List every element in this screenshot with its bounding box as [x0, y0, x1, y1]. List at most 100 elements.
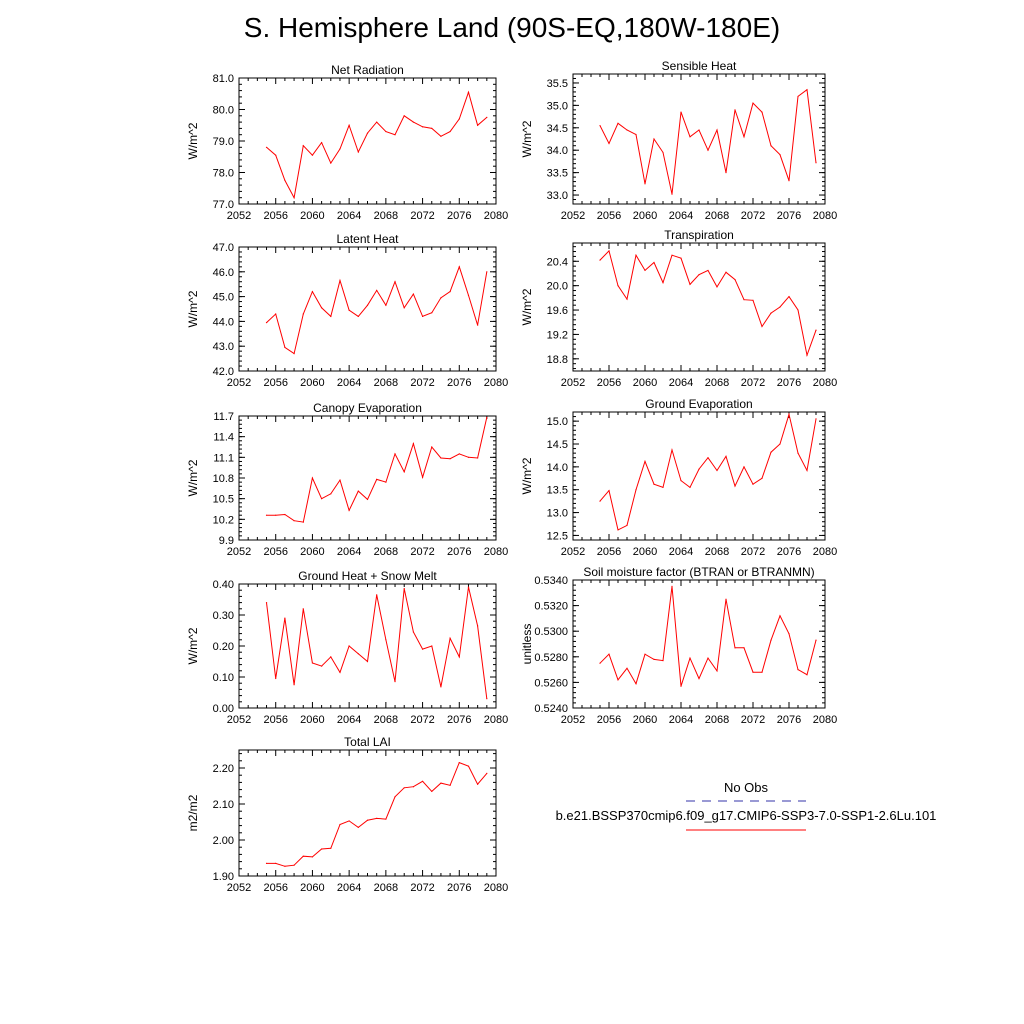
x-tick-label: 2076 — [777, 377, 801, 389]
data-point — [797, 669, 799, 671]
data-point — [366, 498, 369, 500]
data-point — [421, 780, 424, 782]
x-tick-label: 2060 — [633, 714, 657, 726]
data-point — [385, 639, 387, 641]
data-point — [275, 677, 277, 680]
data-point — [385, 818, 387, 820]
y-tick-label: 43.0 — [213, 341, 234, 353]
data-point — [366, 132, 369, 134]
x-tick-label: 2076 — [777, 714, 801, 726]
x-tick-label: 2068 — [705, 210, 729, 222]
x-tick-label: 2076 — [447, 882, 471, 894]
x-tick-label: 2060 — [633, 377, 657, 389]
x-tick-label: 2052 — [227, 546, 251, 558]
data-point — [311, 291, 314, 293]
data-point — [779, 154, 781, 156]
x-tick-label: 2056 — [263, 714, 287, 726]
y-tick-label: 33.0 — [547, 190, 568, 202]
y-tick-label: 44.0 — [213, 316, 234, 328]
data-point — [265, 862, 268, 865]
x-tick-label: 2056 — [263, 210, 287, 222]
chart-panel-9: Total LAI m2/m2 2052 2056 2060 2064 2068 2072 20… — [186, 735, 508, 894]
y-tick-label: 81.0 — [213, 73, 234, 85]
data-point — [293, 353, 295, 355]
y-tick-label: 42.0 — [213, 366, 234, 378]
plot-frame — [238, 415, 497, 541]
y-tick-label: 0.00 — [213, 703, 234, 715]
x-tick-label: 2068 — [705, 377, 729, 389]
data-point — [806, 674, 808, 676]
data-point — [348, 820, 350, 822]
y-tick-label: 46.0 — [213, 267, 234, 279]
data-point — [644, 653, 646, 655]
y-tick-label: 0.10 — [213, 672, 234, 684]
y-tick-label: 80.0 — [213, 105, 234, 117]
y-tick-label: 10.5 — [213, 494, 234, 506]
x-tick-label: 2056 — [263, 882, 287, 894]
y-tick-label: 0.5340 — [534, 575, 568, 587]
data-point — [421, 315, 424, 318]
data-point — [734, 485, 736, 487]
data-point — [421, 476, 424, 478]
data-point — [608, 250, 610, 252]
plot-frame — [238, 77, 497, 205]
data-point — [815, 329, 817, 331]
series-line — [599, 586, 817, 687]
data-point — [671, 449, 673, 451]
data-point — [458, 118, 460, 120]
panel-title: Latent Heat — [336, 232, 399, 246]
data-point — [357, 826, 359, 829]
data-point — [689, 283, 691, 286]
data-point — [680, 685, 682, 687]
x-tick-label: 2076 — [447, 377, 471, 389]
x-tick-label: 2060 — [300, 882, 324, 894]
x-tick-label: 2064 — [337, 882, 361, 894]
chart-panel-2: Sensible Heat W/m^2 2052 2056 2060 2064 2068 20… — [520, 59, 837, 222]
data-point — [275, 862, 277, 865]
data-point — [449, 291, 451, 293]
x-tick-label: 2068 — [374, 882, 398, 894]
data-point — [486, 116, 488, 118]
y-tick-label: 1.90 — [213, 871, 234, 883]
data-point — [467, 586, 470, 588]
data-point — [707, 657, 709, 659]
data-point — [321, 848, 323, 850]
y-tick-label: 10.2 — [213, 514, 234, 526]
data-point — [477, 625, 479, 627]
data-point — [788, 413, 790, 415]
data-point — [339, 479, 341, 481]
x-tick-label: 2072 — [410, 210, 434, 222]
data-point — [275, 154, 277, 156]
x-tick-label: 2056 — [263, 546, 287, 558]
data-point — [366, 819, 369, 821]
y-tick-label: 78.0 — [213, 168, 234, 180]
data-point — [477, 783, 479, 785]
y-tick-label: 2.20 — [213, 763, 234, 775]
page-title: S. Hemisphere Land (90S-EQ,180W-180E) — [243, 12, 781, 43]
data-point — [421, 126, 424, 128]
data-point — [815, 418, 817, 420]
data-point — [761, 671, 763, 673]
y-axis-label: unitless — [520, 624, 534, 665]
y-axis-label: W/m^2 — [186, 122, 200, 159]
y-axis-label: m2/m2 — [186, 794, 200, 831]
data-point — [412, 786, 414, 788]
series-line — [599, 88, 817, 195]
data-point — [412, 293, 414, 295]
data-point — [385, 481, 387, 483]
y-tick-label: 0.5280 — [534, 652, 568, 664]
data-point — [431, 446, 433, 448]
x-tick-label: 2064 — [669, 377, 693, 389]
y-tick-label: 13.0 — [547, 508, 568, 520]
data-point — [449, 784, 451, 786]
data-point — [440, 457, 442, 459]
data-point — [797, 95, 799, 98]
data-point — [357, 315, 359, 318]
data-point — [265, 146, 268, 148]
y-tick-label: 19.6 — [547, 305, 568, 317]
chart-panel-4: Transpiration W/m^2 2052 2056 2060 2064 2068 20… — [520, 228, 837, 389]
data-point — [635, 683, 637, 685]
data-point — [779, 615, 781, 617]
data-point — [486, 271, 488, 273]
panel-title: Soil moisture factor (BTRAN or BTRANMN) — [583, 565, 814, 579]
